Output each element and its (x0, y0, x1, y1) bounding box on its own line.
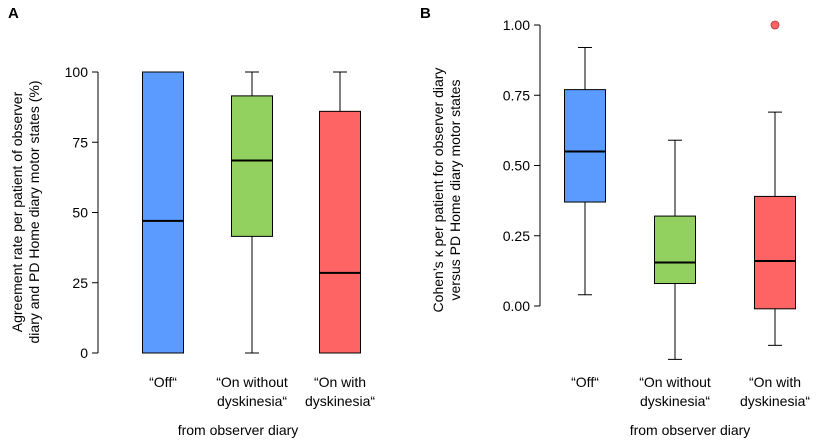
box-group (319, 71, 361, 354)
panel-b-y-ticks: 0.00 0.25 0.50 0.75 1.00 (503, 17, 540, 314)
panel-a-xlabel: from observer diary (178, 422, 299, 438)
panel-a-label: A (8, 5, 19, 22)
panel-a-boxes (142, 71, 361, 354)
box (231, 95, 273, 237)
panel-a-ylabel: Agreement rate per patient of observer d… (9, 81, 42, 344)
category-label-line1: “On without (639, 374, 711, 390)
category-label-line1: “Off“ (149, 374, 177, 390)
y-tick-label: 75 (72, 134, 88, 150)
category-label-line1: “Off“ (571, 374, 599, 390)
panel-b: B Cohen’s κ per patient for observer dia… (420, 5, 810, 438)
panel-b-ylabel-line2: versus PD Home diary motor states (447, 80, 463, 301)
panel-b-label: B (420, 5, 431, 22)
category-label-line2: dyskinesia“ (740, 393, 810, 409)
panel-b-boxes (564, 20, 796, 360)
y-tick-label: 50 (72, 205, 88, 221)
y-tick-label: 25 (72, 275, 88, 291)
box (754, 195, 796, 310)
box (654, 215, 696, 285)
panel-a-ylabel-line2: diary and PD Home diary motor states (%) (26, 81, 42, 344)
box-group (654, 139, 696, 360)
box-group (564, 46, 606, 296)
y-tick-label: 1.00 (503, 17, 530, 33)
panel-b-ylabel: Cohen’s κ per patient for observer diary… (430, 68, 463, 313)
box-group (231, 71, 273, 354)
y-tick-label: 100 (65, 64, 89, 80)
panel-b-ylabel-line1: Cohen’s κ per patient for observer diary (430, 68, 446, 313)
y-tick-label: 0.00 (503, 298, 530, 314)
y-tick-label: 0 (80, 345, 88, 361)
category-label-line2: dyskinesia“ (305, 393, 375, 409)
box (564, 89, 606, 203)
box (319, 110, 361, 354)
panel-a-y-ticks: 0 25 50 75 100 (65, 64, 98, 361)
box (142, 71, 184, 354)
outlier-point (770, 20, 780, 30)
category-label-line1: “On without (216, 374, 288, 390)
box-group (142, 71, 184, 354)
panel-a-ylabel-line1: Agreement rate per patient of observer (9, 91, 25, 332)
y-tick-label: 0.75 (503, 87, 530, 103)
category-label-line1: “On with (314, 374, 366, 390)
y-tick-label: 0.50 (503, 158, 530, 174)
panel-b-category-labels: “Off“ “On without dyskinesia“ “On with dyski… (571, 374, 810, 409)
panel-b-xlabel: from observer diary (630, 422, 751, 438)
category-label-line2: dyskinesia“ (217, 393, 287, 409)
panel-a: A Agreement rate per patient of observer… (8, 5, 375, 438)
box-group (754, 20, 796, 346)
y-tick-label: 0.25 (503, 228, 530, 244)
category-label-line2: dyskinesia“ (640, 393, 710, 409)
panel-a-category-labels: “Off“ “On without dyskinesia“ “On with dyski… (149, 374, 375, 409)
category-label-line1: “On with (749, 374, 801, 390)
